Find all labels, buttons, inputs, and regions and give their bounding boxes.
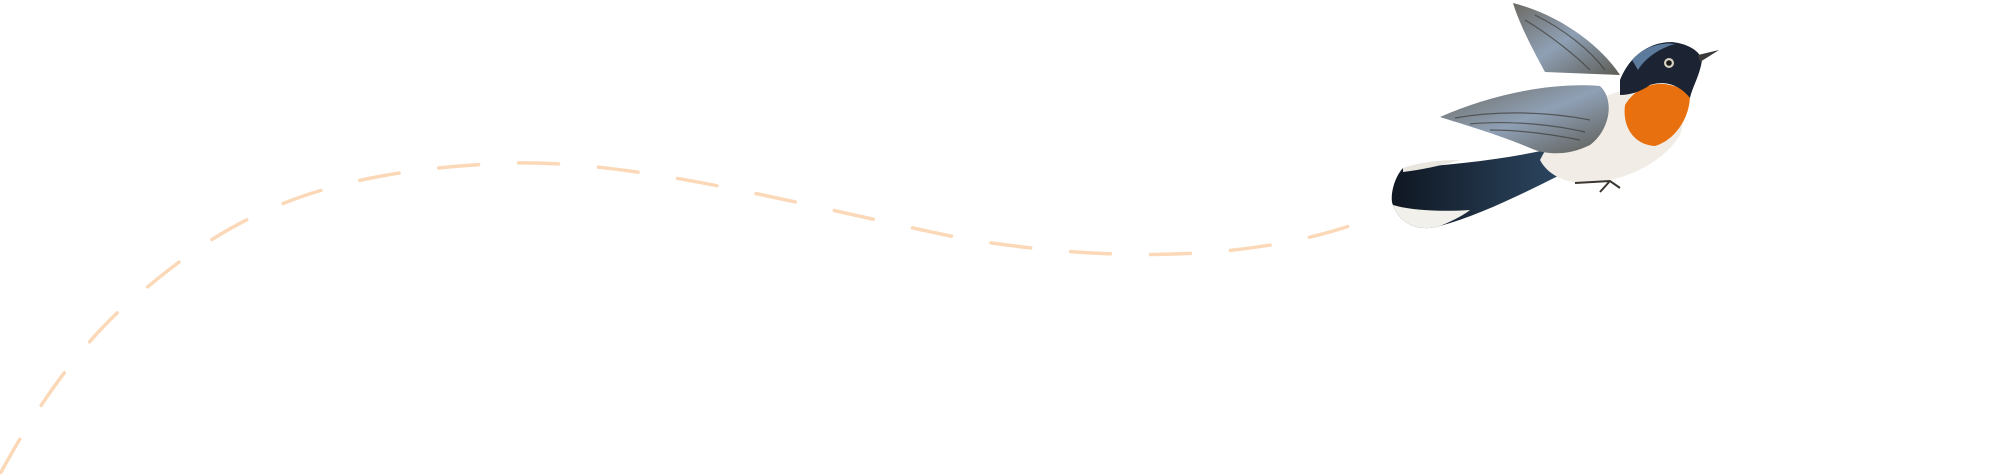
feet: [1574, 179, 1621, 193]
lower-wing: [1440, 85, 1609, 154]
orange-throat: [1624, 83, 1690, 146]
upper-wing: [1513, 3, 1620, 75]
tail: [1391, 150, 1560, 229]
beak: [1698, 50, 1719, 62]
bird-icon: [1391, 3, 1719, 229]
dashed-flight-path: [0, 161, 1360, 474]
tail-white-tips: [1393, 205, 1470, 229]
